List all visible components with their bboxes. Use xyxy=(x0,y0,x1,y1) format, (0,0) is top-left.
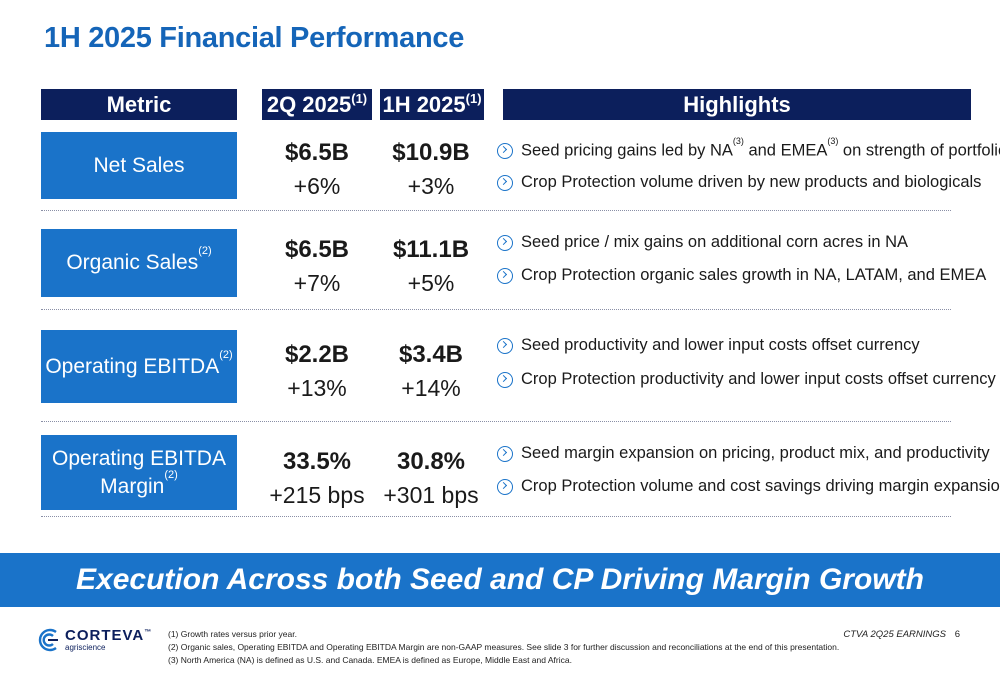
header-2q-label: 2Q 2025 xyxy=(266,91,352,117)
highlight-text: Crop Protection organic sales growth in … xyxy=(521,266,987,284)
metric-footnote: (2) xyxy=(198,245,212,258)
chevron-circle-icon xyxy=(497,371,513,388)
row-divider xyxy=(41,309,951,310)
row-divider xyxy=(41,516,951,517)
chevron-circle-icon xyxy=(497,445,513,462)
change: +7% xyxy=(293,270,341,296)
metric-label-line2: Margin xyxy=(100,474,165,498)
highlight-item: Seed productivity and lower input costs … xyxy=(497,336,920,355)
banner-text: Execution Across both Seed and CP Drivin… xyxy=(76,563,924,596)
header-2q-footnote: (1) xyxy=(351,91,368,106)
h1-operating-ebitda-margin: 30.8% +301 bps xyxy=(371,448,491,509)
chevron-circle-icon xyxy=(497,267,513,284)
corteva-logo: CORTEVA™ agriscience xyxy=(36,628,151,652)
summary-banner: Execution Across both Seed and CP Drivin… xyxy=(0,553,1000,607)
h1-net-sales: $10.9B +3% xyxy=(371,139,491,200)
header-highlights: Highlights xyxy=(503,89,971,120)
q2-organic-sales: $6.5B +7% xyxy=(257,236,377,297)
highlight-item: Crop Protection volume driven by new pro… xyxy=(497,173,981,192)
value: 33.5% xyxy=(282,448,352,475)
change: +301 bps xyxy=(383,482,479,508)
q2-operating-ebitda-margin: 33.5% +215 bps xyxy=(257,448,377,509)
change: +5% xyxy=(407,270,455,296)
chevron-circle-icon xyxy=(497,174,513,191)
header-metric-label: Metric xyxy=(106,91,172,117)
header-2q-2025: 2Q 2025 (1) xyxy=(262,89,372,120)
chevron-circle-icon xyxy=(497,142,513,159)
metric-footnote: (2) xyxy=(164,468,178,481)
value: $11.1B xyxy=(392,236,470,263)
highlight-text: Crop Protection volume and cost savings … xyxy=(521,477,1000,495)
highlight-text: Crop Protection volume driven by new pro… xyxy=(521,173,982,191)
footnote-2: (2) Organic sales, Operating EBITDA and … xyxy=(168,642,840,652)
footnotes: (1) Growth rates versus prior year. (2) … xyxy=(168,628,839,667)
change: +3% xyxy=(407,173,455,199)
value: $6.5B xyxy=(284,139,350,166)
metric-operating-ebitda: Operating EBITDA(2) xyxy=(41,330,237,403)
metric-label: Organic Sales xyxy=(66,251,199,275)
h1-operating-ebitda: $3.4B +14% xyxy=(371,341,491,402)
value: $3.4B xyxy=(398,341,464,368)
metric-label: Operating EBITDA xyxy=(45,354,220,378)
highlight-text: Seed pricing gains led by NA(3) and EMEA… xyxy=(521,136,1000,160)
value: $10.9B xyxy=(392,139,470,166)
metric-operating-ebitda-margin: Operating EBITDA Margin(2) xyxy=(41,435,237,510)
corteva-logo-icon xyxy=(38,628,58,652)
highlight-item: Crop Protection organic sales growth in … xyxy=(497,266,986,285)
metric-organic-sales: Organic Sales(2) xyxy=(41,229,237,297)
chevron-circle-icon xyxy=(497,478,513,495)
highlight-item: Seed pricing gains led by NA(3) and EMEA… xyxy=(497,136,1000,161)
highlight-item: Crop Protection productivity and lower i… xyxy=(497,370,996,389)
header-1h-footnote: (1) xyxy=(465,91,482,106)
highlight-text: Seed price / mix gains on additional cor… xyxy=(521,233,909,251)
highlight-text: Seed productivity and lower input costs … xyxy=(521,336,920,354)
chevron-circle-icon xyxy=(497,337,513,354)
chevron-circle-icon xyxy=(497,234,513,251)
h1-organic-sales: $11.1B +5% xyxy=(371,236,491,297)
highlight-text: Seed margin expansion on pricing, produc… xyxy=(521,444,990,462)
logo-name: CORTEVA xyxy=(65,627,145,644)
value: $2.2B xyxy=(284,341,350,368)
highlight-text: Crop Protection productivity and lower i… xyxy=(521,370,996,388)
highlight-item: Crop Protection volume and cost savings … xyxy=(497,477,1000,496)
logo-tm: ™ xyxy=(144,629,152,636)
metric-footnote: (2) xyxy=(219,348,233,361)
page-number: 6 xyxy=(954,629,960,640)
logo-subtitle: agriscience xyxy=(65,643,106,652)
header-metric: Metric xyxy=(41,89,237,120)
header-1h-label: 1H 2025 xyxy=(382,91,466,117)
footnote-3: (3) North America (NA) is defined as U.S… xyxy=(168,655,572,665)
metric-label-line1: Operating EBITDA xyxy=(52,447,226,471)
q2-operating-ebitda: $2.2B +13% xyxy=(257,341,377,402)
q2-net-sales: $6.5B +6% xyxy=(257,139,377,200)
change: +13% xyxy=(287,375,347,401)
change: +14% xyxy=(401,375,461,401)
row-divider xyxy=(41,210,951,211)
metric-net-sales: Net Sales xyxy=(41,132,237,199)
header-1h-2025: 1H 2025 (1) xyxy=(380,89,484,120)
change: +215 bps xyxy=(269,482,365,508)
page-title: 1H 2025 Financial Performance xyxy=(44,22,465,54)
row-divider xyxy=(41,421,951,422)
metric-label: Net Sales xyxy=(93,153,185,177)
value: 30.8% xyxy=(396,448,466,475)
highlight-item: Seed margin expansion on pricing, produc… xyxy=(497,444,990,463)
highlight-item: Seed price / mix gains on additional cor… xyxy=(497,233,908,252)
header-highlights-label: Highlights xyxy=(683,91,791,117)
footer-label: CTVA 2Q25 EARNINGS xyxy=(843,629,946,640)
change: +6% xyxy=(293,173,341,199)
value: $6.5B xyxy=(284,236,350,263)
footnote-1: (1) Growth rates versus prior year. xyxy=(168,629,297,639)
